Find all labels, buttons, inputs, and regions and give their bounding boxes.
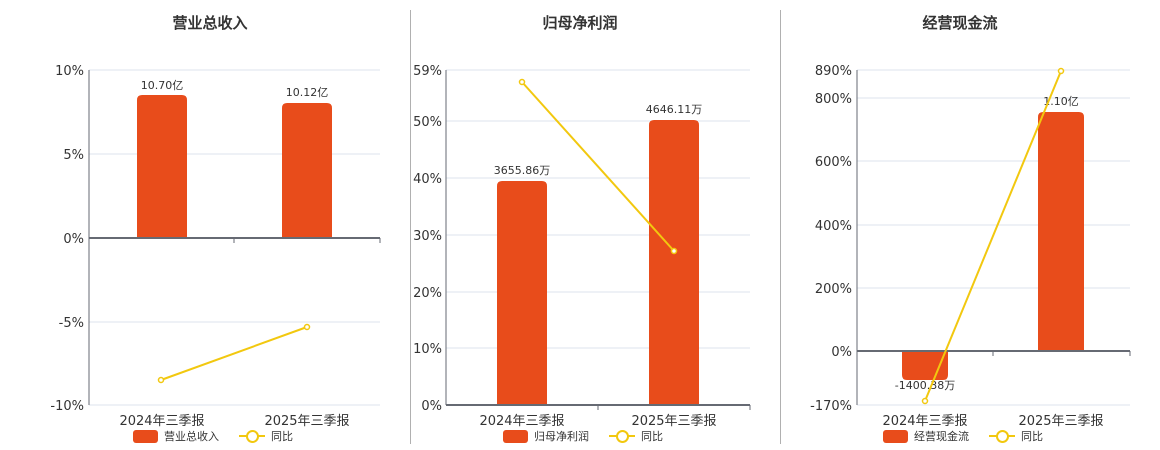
y-tick: 200% (815, 282, 852, 297)
y-tick: 50% (413, 115, 442, 130)
legend-cash-flow: 经营现金流 同比 (883, 428, 1043, 444)
legend-bar-label[interactable]: 营业总收入 (164, 430, 219, 443)
legend-bar-label[interactable]: 经营现金流 (914, 430, 969, 443)
y-tick: 600% (815, 155, 852, 170)
legend-line-marker-icon[interactable] (989, 429, 1015, 443)
yoy-line (521, 81, 675, 252)
yoy-line (924, 70, 1062, 402)
legend-bar-swatch-icon[interactable] (883, 429, 908, 443)
x-category: 2024年三季报 (119, 414, 204, 429)
x-category: 2025年三季报 (631, 414, 716, 429)
legend-line-marker-icon[interactable] (239, 429, 265, 443)
legend-revenue: 营业总收入 同比 (133, 428, 293, 444)
y-tick: 800% (815, 92, 852, 107)
y-tick: -170% (810, 399, 852, 414)
legend-line-marker-icon[interactable] (609, 429, 635, 443)
legend-line-label[interactable]: 同比 (271, 430, 293, 443)
x-category: 2024年三季报 (479, 414, 564, 429)
y-tick: 0% (831, 345, 852, 360)
x-category: 2025年三季报 (1018, 414, 1103, 429)
chart-net-profit: 59% 50% 40% 30% 20% 10% 0% 3655.86万 4646… (413, 64, 751, 429)
bar-2024[interactable] (137, 95, 187, 238)
yoy-point[interactable] (1057, 67, 1065, 75)
yoy-point[interactable] (303, 323, 311, 331)
chart-cash-flow: 890% 800% 600% 400% 200% 0% -170% -1400.… (810, 64, 1131, 429)
chart-revenue: 10% 5% 0% -5% -10% 10.70亿 10.12亿 2024年三季… (50, 64, 381, 429)
bar-value-label: 4646.11万 (646, 103, 703, 116)
panel-divider (780, 10, 781, 444)
y-tick: 10% (55, 64, 84, 79)
legend-net-profit: 归母净利润 同比 (503, 428, 663, 444)
yoy-point[interactable] (157, 376, 165, 384)
bar-value-label: 10.70亿 (141, 79, 184, 92)
bar-2024[interactable] (902, 351, 948, 380)
y-tick: 400% (815, 219, 852, 234)
bar-2024[interactable] (497, 181, 547, 405)
bar-2025[interactable] (282, 103, 332, 238)
chart-title-revenue: 营业总收入 (172, 14, 248, 32)
panel-divider (410, 10, 411, 444)
yoy-point[interactable] (518, 78, 526, 86)
y-tick: 5% (63, 148, 84, 163)
bar-2025[interactable] (649, 120, 699, 405)
bar-value-label: 1.10亿 (1043, 95, 1079, 108)
legend-line-label[interactable]: 同比 (641, 430, 663, 443)
chart-title-net-profit: 归母净利润 (542, 14, 618, 32)
yoy-line (160, 326, 308, 381)
x-category: 2025年三季报 (264, 414, 349, 429)
y-tick: 40% (413, 172, 442, 187)
bar-2025[interactable] (1038, 112, 1084, 351)
y-tick: 10% (413, 342, 442, 357)
bar-value-label: -1400.38万 (895, 379, 955, 392)
bar-value-label: 10.12亿 (286, 86, 329, 99)
legend-bar-label[interactable]: 归母净利润 (534, 430, 589, 443)
bar-value-label: 3655.86万 (494, 164, 551, 177)
legend-bar-swatch-icon[interactable] (133, 429, 158, 443)
y-tick: 0% (421, 399, 442, 414)
y-tick: 30% (413, 229, 442, 244)
y-tick: -5% (59, 316, 84, 331)
y-tick: 59% (413, 64, 442, 79)
y-tick: 20% (413, 286, 442, 301)
yoy-point[interactable] (670, 247, 678, 255)
y-tick: -10% (50, 399, 84, 414)
y-tick: 0% (63, 232, 84, 247)
y-tick: 890% (815, 64, 852, 79)
yoy-point[interactable] (921, 397, 929, 405)
chart-title-cash-flow: 经营现金流 (922, 14, 998, 32)
legend-bar-swatch-icon[interactable] (503, 429, 528, 443)
x-category: 2024年三季报 (882, 414, 967, 429)
legend-line-label[interactable]: 同比 (1021, 430, 1043, 443)
